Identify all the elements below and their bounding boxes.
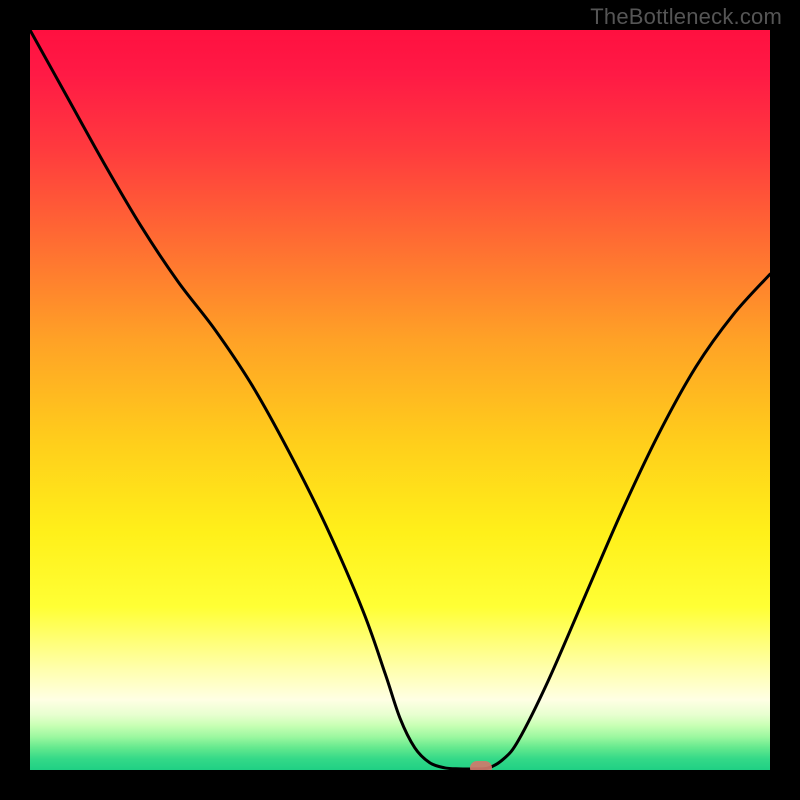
watermark-text: TheBottleneck.com — [590, 4, 782, 30]
optimum-marker — [470, 761, 492, 770]
plot-area — [30, 30, 770, 770]
bottleneck-curve — [30, 30, 770, 770]
chart-container: TheBottleneck.com — [0, 0, 800, 800]
